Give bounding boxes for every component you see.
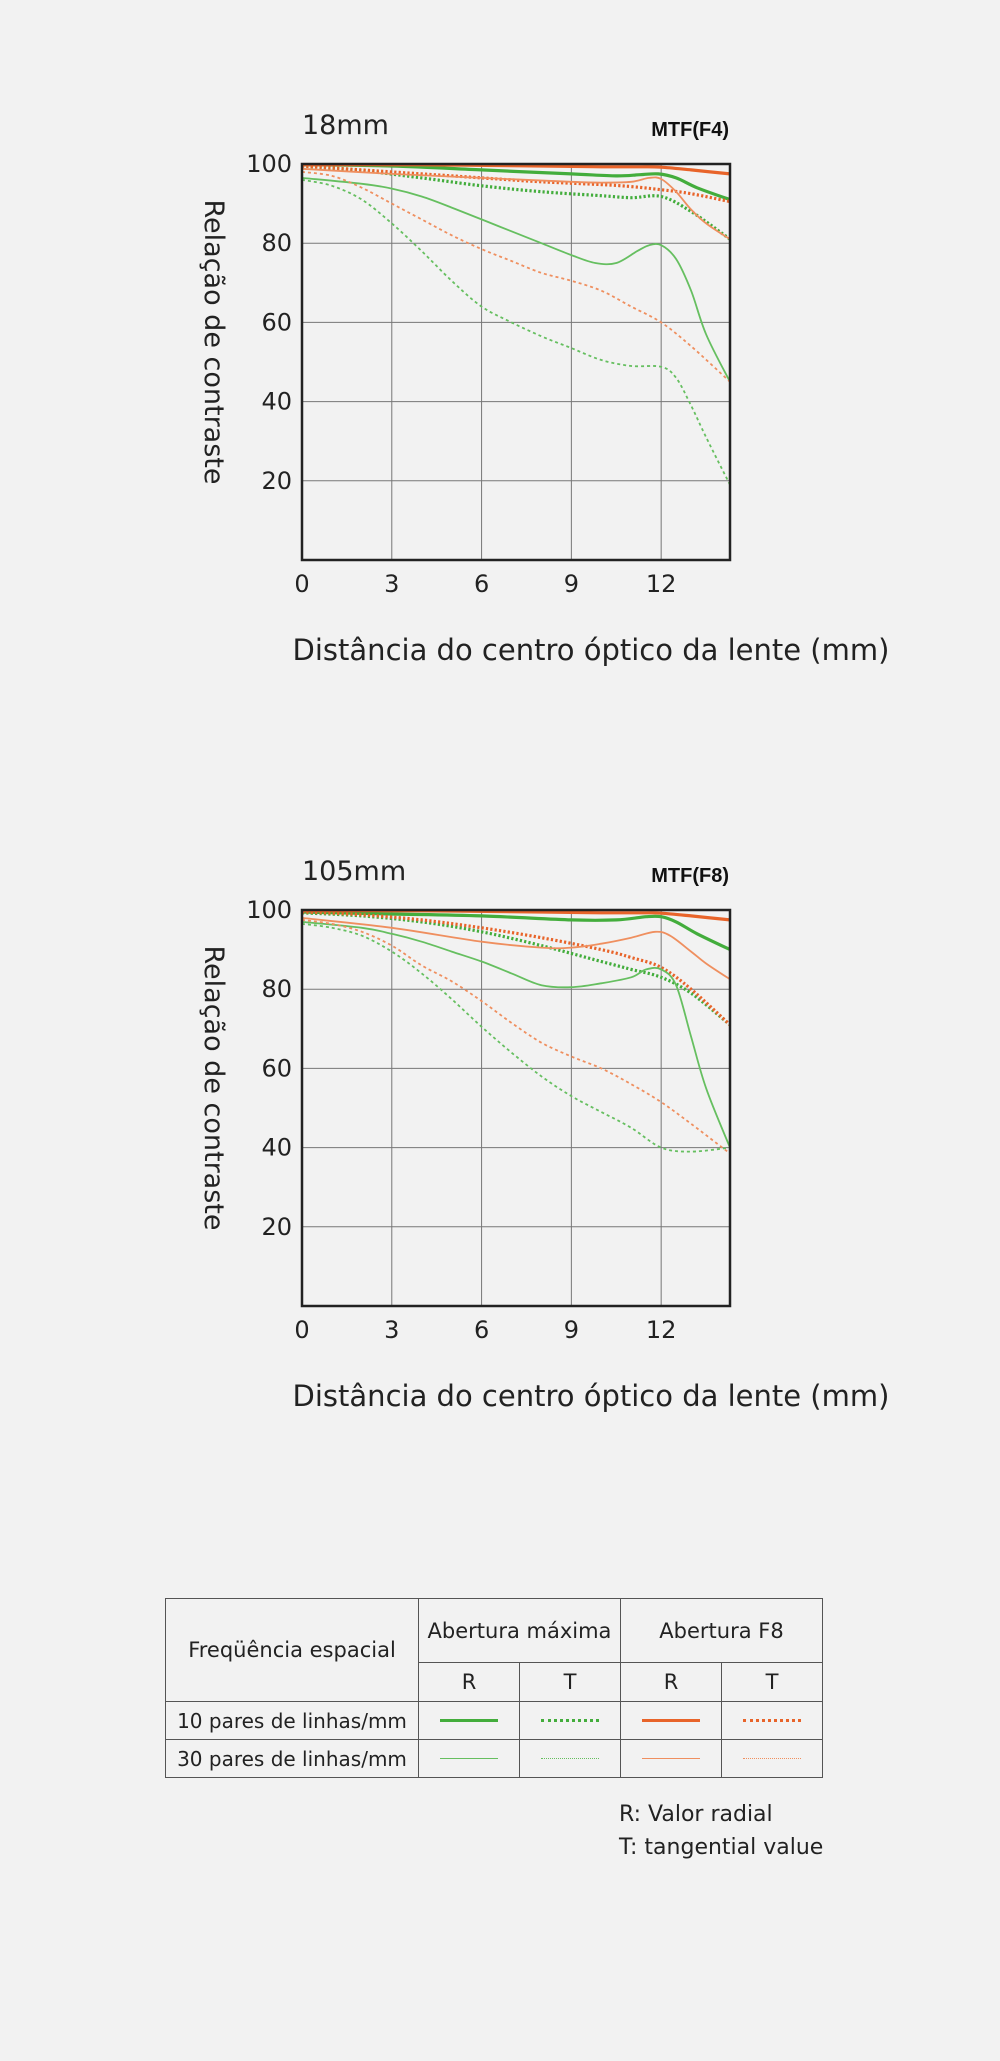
swatch-orange-solid-10 (642, 1719, 700, 1722)
legend-header-max-aperture: Abertura máxima (418, 1598, 621, 1663)
note-tangential: T: tangential value (619, 1835, 824, 1860)
chart-subtitle: MTF(F8) (651, 865, 729, 887)
x-tick-label: 3 (384, 570, 399, 598)
legend-row-10lp: 10 pares de linhas/mm (165, 1701, 419, 1740)
swatch-green-dotted-30 (541, 1758, 599, 1759)
swatch-orange-solid-30 (642, 1758, 700, 1759)
swatch-green-solid-10 (440, 1719, 498, 1722)
series-line-orange_30-dotted (301, 919, 731, 1155)
y-tick-label: 20 (261, 467, 292, 495)
mtf-chart-18mm: 20 40 60 80 100 0 3 6 9 12 18mm MTF(F4) Relação de c… (198, 110, 890, 667)
note-radial: R: Valor radial (619, 1802, 773, 1827)
series-line-orange_30-dotted (301, 171, 731, 383)
series-line-green_10-solid (301, 163, 731, 202)
legend-t-header: T (519, 1662, 621, 1702)
legend-table: Freqüência espacial Abertura máxima Aber… (165, 1598, 823, 1778)
chart-subtitle: MTF(F4) (651, 119, 729, 141)
y-axis-label: Relação de contraste (198, 199, 229, 484)
legend-cell (721, 1701, 823, 1740)
series-line-orange_10-dotted (301, 910, 732, 1026)
y-tick-label: 100 (246, 896, 292, 924)
swatch-green-dotted-10 (541, 1719, 599, 1722)
legend-cell (620, 1701, 722, 1740)
legend-cell (519, 1739, 621, 1778)
legend-t-header: T (721, 1662, 823, 1702)
swatch-orange-dotted-10 (743, 1719, 801, 1722)
y-tick-label: 80 (261, 229, 292, 257)
series-line-green_30-dotted (301, 178, 731, 486)
series-line-green_10-dotted (301, 911, 731, 1027)
y-axis-label: Relação de contraste (198, 945, 229, 1230)
y-tick-label: 40 (261, 1134, 292, 1162)
plot-frame (300, 162, 732, 562)
y-tick-label: 80 (261, 975, 292, 1003)
y-tick-label: 40 (261, 388, 292, 416)
series-line-orange_30-solid (301, 917, 731, 981)
chart-title: 18mm (302, 110, 389, 141)
x-tick-label: 12 (646, 570, 677, 598)
legend-row-30lp: 30 pares de linhas/mm (165, 1739, 419, 1778)
x-tick-label: 6 (474, 570, 489, 598)
plot-frame (300, 908, 732, 1308)
y-tick-label: 100 (246, 150, 292, 178)
legend-header-frequency: Freqüência espacial (165, 1598, 419, 1702)
series-line-green_30-solid (301, 921, 731, 1148)
series-line-green_10-solid (301, 910, 731, 952)
x-tick-label: 0 (294, 1316, 309, 1344)
mtf-chart-105mm: 20 40 60 80 100 0 3 6 9 12 105mm MTF(F8) Relação de … (198, 856, 890, 1413)
y-tick-label: 60 (261, 1054, 292, 1082)
swatch-green-solid-30 (440, 1758, 498, 1759)
x-axis-label: Distância do centro óptico da lente (mm) (293, 633, 890, 667)
legend-cell (418, 1701, 520, 1740)
series-line-green_30-dotted (301, 923, 731, 1153)
x-tick-label: 12 (646, 1316, 677, 1344)
x-tick-label: 9 (564, 570, 579, 598)
legend-r-header: R (620, 1662, 722, 1702)
legend-r-header: R (418, 1662, 520, 1702)
legend-notes: R: Valor radial T: tangential value (619, 1798, 823, 1864)
legend-cell (519, 1701, 621, 1740)
series-line-orange_30-solid (301, 167, 731, 240)
x-tick-label: 0 (294, 570, 309, 598)
series-line-green_30-solid (301, 177, 731, 383)
legend-cell (721, 1739, 823, 1778)
x-tick-label: 6 (474, 1316, 489, 1344)
legend-header-f8: Abertura F8 (620, 1598, 823, 1663)
chart-title: 105mm (302, 856, 406, 887)
swatch-orange-dotted-30 (743, 1758, 801, 1759)
x-tick-label: 9 (564, 1316, 579, 1344)
x-tick-label: 3 (384, 1316, 399, 1344)
y-tick-label: 20 (261, 1213, 292, 1241)
x-axis-label: Distância do centro óptico da lente (mm) (293, 1379, 890, 1413)
legend-cell (418, 1739, 520, 1778)
legend-cell (620, 1739, 722, 1778)
y-tick-label: 60 (261, 308, 292, 336)
